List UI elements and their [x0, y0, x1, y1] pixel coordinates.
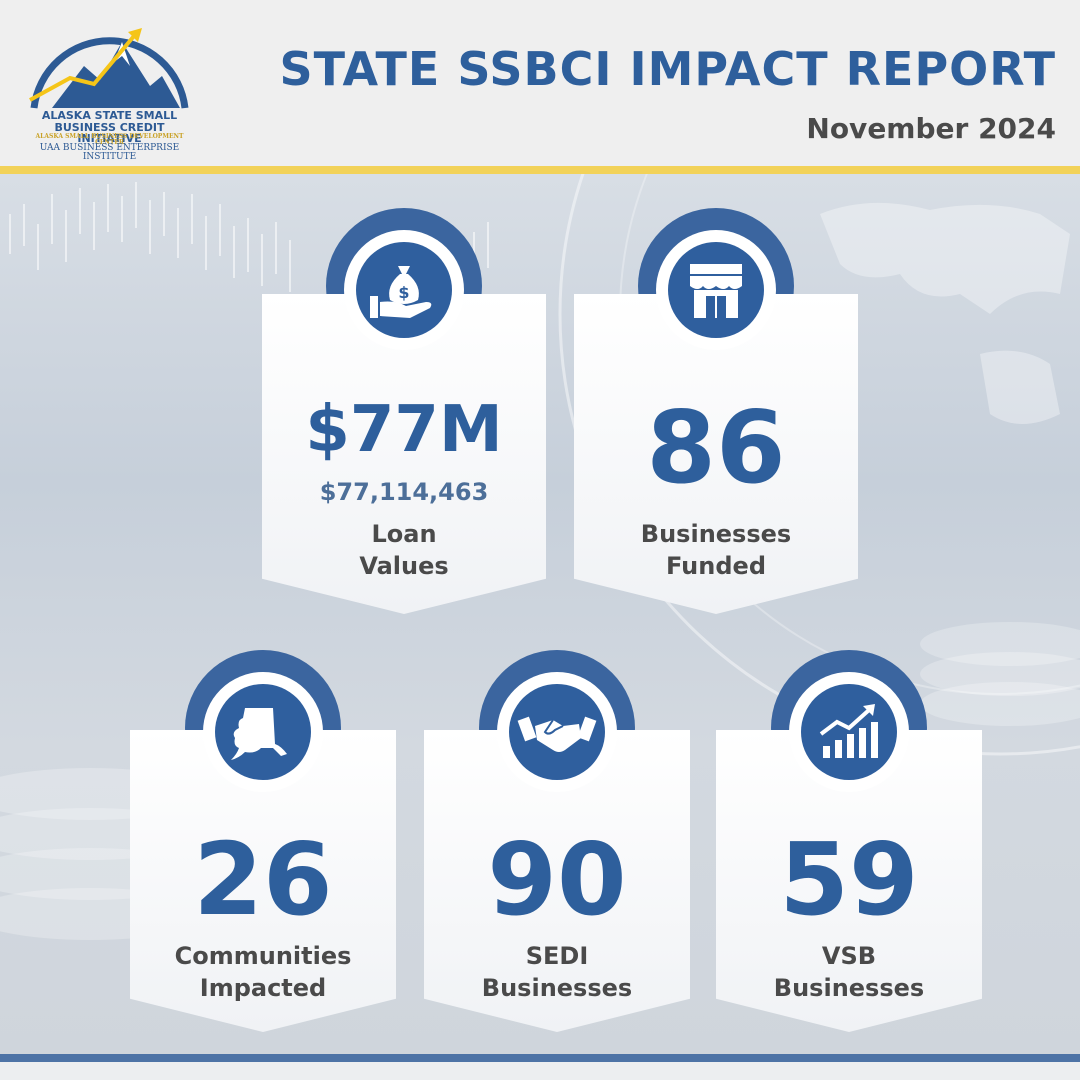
storefront-icon [668, 242, 764, 338]
svg-text:$: $ [398, 283, 409, 302]
vsb-businesses-label-line2: Businesses [773, 974, 925, 1002]
ssbci-logo: ALASKA STATE SMALL BUSINESS CREDIT INITI… [22, 22, 197, 162]
stat-card-businesses-funded: 86 Businesses Funded [574, 208, 858, 614]
communities-impacted-label-line1: Communities [174, 942, 352, 970]
businesses-funded-label-line2: Funded [665, 552, 766, 580]
report-header: ALASKA STATE SMALL BUSINESS CREDIT INITI… [0, 0, 1080, 166]
stat-card-vsb-businesses: 59 VSB Businesses [716, 650, 982, 1032]
loan-values-label-line1: Loan [371, 520, 437, 548]
sedi-businesses-label-line2: Businesses [481, 974, 633, 1002]
loan-values-amount: $77M [305, 393, 503, 467]
sedi-businesses-count: 90 [487, 821, 627, 938]
growth-chart-icon [801, 684, 897, 780]
logo-text-line3: ALASKA SMALL BUSINESS DEVELOPMENT CENTER [35, 133, 184, 146]
communities-impacted-count: 26 [193, 821, 333, 938]
businesses-funded-label-line1: Businesses [640, 520, 792, 548]
logo-text-line4: UAA BUSINESS ENTERPRISE INSTITUTE [39, 143, 180, 162]
footer-strip [0, 1062, 1080, 1080]
logo-text-line1: ALASKA STATE SMALL [41, 109, 178, 122]
report-date: November 2024 [806, 112, 1056, 145]
vsb-businesses-count: 59 [779, 821, 919, 938]
communities-impacted-label-line2: Impacted [199, 974, 327, 1002]
handshake-icon [509, 684, 605, 780]
businesses-funded-count: 86 [646, 389, 786, 506]
stat-card-loan-values: $ $77M $77,114,463 Loan Values [262, 208, 546, 614]
footer-divider [0, 1054, 1080, 1062]
header-divider [0, 166, 1080, 174]
loan-values-exact-amount: $77,114,463 [319, 478, 489, 506]
stat-card-sedi-businesses: 90 SEDI Businesses [424, 650, 690, 1032]
mountain-logo-icon [29, 28, 189, 109]
money-bag-hand-icon: $ [356, 242, 452, 338]
logo-text-line2: BUSINESS CREDIT INITIATIVE [54, 121, 165, 145]
loan-values-label-line2: Values [359, 552, 449, 580]
page-title: STATE SSBCI IMPACT REPORT [279, 42, 1056, 96]
stat-card-communities-impacted: 26 Communities Impacted [130, 650, 396, 1032]
sedi-businesses-label-line1: SEDI [525, 942, 589, 970]
alaska-map-icon [215, 684, 311, 780]
vsb-businesses-label-line1: VSB [821, 942, 877, 970]
